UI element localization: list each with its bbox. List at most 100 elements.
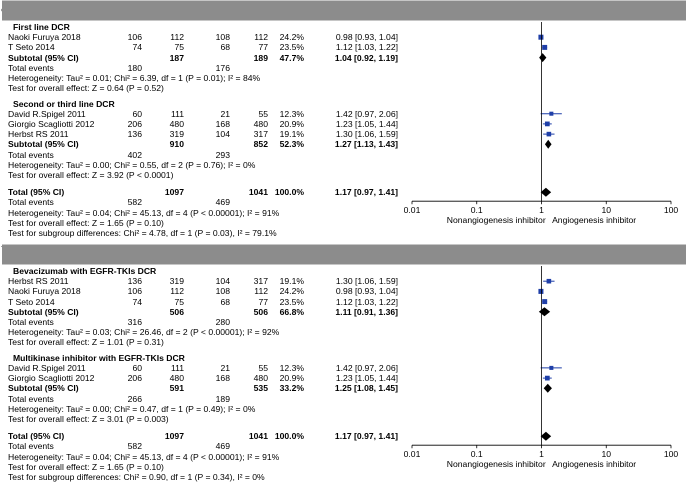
study-name: T Seto 2014 bbox=[8, 42, 55, 53]
total-diamond bbox=[540, 431, 552, 441]
study-total-exp: 319 bbox=[169, 129, 184, 140]
total-events-exp: 402 bbox=[127, 149, 142, 160]
total-events-ctl: 280 bbox=[215, 317, 230, 327]
study-point bbox=[538, 288, 544, 294]
study-ci: 1.30 [1.06, 1.59] bbox=[335, 276, 398, 287]
subtotal-diamond bbox=[543, 383, 552, 393]
study-events-ctl: 21 bbox=[220, 362, 230, 373]
study-point bbox=[546, 131, 552, 137]
study-total-exp: 75 bbox=[174, 42, 184, 53]
study-events-exp: 206 bbox=[127, 373, 142, 384]
study-total-exp: 111 bbox=[170, 108, 184, 119]
subtotal-total-ctl: 189 bbox=[253, 52, 268, 63]
study-events-exp: 74 bbox=[132, 296, 142, 307]
subtotal-total-ctl: 506 bbox=[253, 306, 268, 317]
total-events-ctl: 293 bbox=[215, 149, 230, 160]
total-events-exp: 180 bbox=[127, 62, 142, 73]
study-total-ctl: 55 bbox=[258, 362, 268, 373]
overall-effect: Test for overall effect: Z = 1.01 (P = 0… bbox=[8, 337, 164, 348]
study-weight: 19.1% bbox=[279, 129, 304, 140]
study-weight: 24.2% bbox=[279, 32, 304, 43]
study-total-exp: 319 bbox=[169, 276, 184, 287]
overall-effect: Test for overall effect: Z = 0.64 (P = 0… bbox=[8, 83, 164, 94]
x-tick-label: 0.01 bbox=[403, 205, 421, 216]
grand-total-events-exp: 582 bbox=[127, 197, 142, 208]
study-total-ctl: 77 bbox=[258, 42, 268, 53]
total-events-ctl: 189 bbox=[215, 393, 230, 404]
subtotal-diamond bbox=[538, 307, 551, 317]
total-diamond bbox=[540, 187, 552, 197]
subtotal-ci: 1.25 [1.08, 1.45] bbox=[334, 383, 398, 394]
study-weight: 12.3% bbox=[279, 108, 304, 119]
study-name: Naoki Furuya 2018 bbox=[8, 286, 81, 297]
study-ci: 1.42 [0.97, 2.06] bbox=[335, 362, 398, 373]
grand-total-events-exp: 582 bbox=[127, 441, 142, 452]
x-tick-label: 1 bbox=[539, 205, 544, 216]
study-ci: 1.12 [1.03, 1.22] bbox=[335, 42, 398, 53]
study-events-ctl: 104 bbox=[215, 129, 230, 140]
study-point bbox=[549, 365, 554, 370]
study-total-ctl: 55 bbox=[258, 108, 268, 119]
subtotal-ci: 1.11 [0.91, 1.36] bbox=[335, 306, 398, 317]
total-events-label: Total events bbox=[8, 317, 54, 327]
x-tick-label: 1 bbox=[539, 449, 544, 460]
x-tick-label: 0.1 bbox=[470, 205, 483, 216]
subtotal-weight: 66.8% bbox=[279, 306, 304, 317]
study-ci: 1.30 [1.06, 1.59] bbox=[335, 129, 398, 140]
subtotal-diamond bbox=[539, 53, 547, 63]
study-events-ctl: 21 bbox=[220, 108, 230, 119]
total-events-label: Total events bbox=[8, 393, 54, 404]
x-tick-label: 100 bbox=[663, 205, 679, 216]
subtotal-weight: 33.2% bbox=[279, 383, 304, 394]
subtotal-weight: 47.7% bbox=[279, 52, 304, 63]
overall-effect: Test for overall effect: Z = 3.92 (P < 0… bbox=[8, 169, 174, 180]
study-events-exp: 136 bbox=[127, 276, 142, 287]
study-total-ctl: 112 bbox=[254, 286, 268, 297]
study-total-ctl: 77 bbox=[258, 296, 268, 307]
grand-total-events-ctl: 469 bbox=[215, 197, 230, 208]
subgroup-title: First line DCR bbox=[13, 22, 70, 32]
study-events-ctl: 68 bbox=[220, 42, 230, 53]
study-total-exp: 75 bbox=[174, 296, 184, 307]
study-events-exp: 74 bbox=[132, 42, 142, 53]
study-point bbox=[542, 44, 548, 50]
study-weight: 23.5% bbox=[279, 296, 304, 307]
study-weight: 12.3% bbox=[279, 362, 304, 373]
total-label: Total (95% CI) bbox=[8, 431, 65, 442]
study-events-exp: 136 bbox=[127, 129, 142, 140]
study-ci: 0.98 [0.93, 1.04] bbox=[335, 286, 398, 297]
total-weight: 100.0% bbox=[274, 431, 304, 442]
study-total-ctl: 317 bbox=[253, 129, 268, 140]
subtotal-total-ctl: 535 bbox=[253, 383, 268, 394]
subtotal-total-exp: 506 bbox=[169, 306, 184, 317]
study-name: T Seto 2014 bbox=[8, 296, 55, 307]
study-total-exp: 480 bbox=[169, 373, 184, 384]
header-background bbox=[2, 244, 686, 265]
study-point bbox=[542, 299, 548, 305]
x-tick-label: 100 bbox=[663, 449, 679, 460]
axis-right-label: Angiogenesis inhibitor bbox=[552, 215, 637, 226]
x-tick-label: 10 bbox=[601, 449, 612, 460]
study-name: David R.Spigel 2011 bbox=[8, 108, 86, 119]
subtotal-total-exp: 591 bbox=[169, 383, 184, 394]
study-ci: 1.12 [1.03, 1.22] bbox=[335, 296, 398, 307]
study-total-ctl: 480 bbox=[253, 373, 268, 384]
subtotal-ci: 1.04 [0.92, 1.19] bbox=[334, 52, 398, 63]
subtotal-total-exp: 187 bbox=[169, 52, 184, 63]
study-name: Naoki Furuya 2018 bbox=[8, 32, 81, 43]
study-events-ctl: 68 bbox=[220, 296, 230, 307]
study-events-exp: 106 bbox=[127, 32, 142, 43]
header-background bbox=[2, 0, 686, 21]
axis-right-label: Angiogenesis inhibitor bbox=[552, 459, 637, 470]
x-tick-label: 10 bbox=[601, 205, 612, 216]
subgroup-differences: Test for subgroup differences: Chi² = 4.… bbox=[8, 228, 277, 238]
study-name: David R.Spigel 2011 bbox=[8, 362, 86, 373]
total-ci: 1.17 [0.97, 1.41] bbox=[334, 431, 398, 442]
study-events-exp: 60 bbox=[132, 108, 142, 119]
study-events-ctl: 168 bbox=[215, 373, 230, 384]
study-total-ctl: 480 bbox=[253, 118, 268, 129]
total-label: Total (95% CI) bbox=[8, 187, 65, 198]
study-ci: 1.23 [1.05, 1.44] bbox=[335, 373, 398, 384]
total-heterogeneity: Heterogeneity: Tau² = 0.04; Chi² = 45.13… bbox=[8, 451, 280, 462]
total-total-ctl: 1041 bbox=[248, 187, 268, 198]
